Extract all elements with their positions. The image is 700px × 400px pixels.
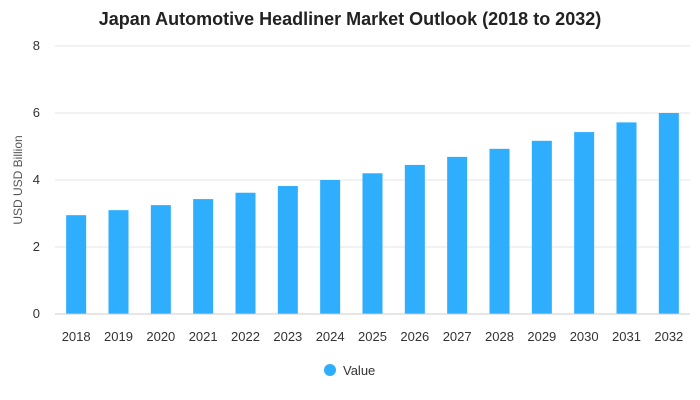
x-tick-label: 2021 <box>189 329 218 344</box>
bar-2019[interactable] <box>108 210 129 314</box>
bar-2025[interactable] <box>362 173 383 314</box>
x-tick-label: 2029 <box>527 329 556 344</box>
bar-2028[interactable] <box>489 148 510 314</box>
y-tick-label: 0 <box>33 306 40 321</box>
x-tick-label: 2032 <box>654 329 683 344</box>
x-tick-label: 2030 <box>570 329 599 344</box>
x-tick-label: 2020 <box>146 329 175 344</box>
x-tick-label: 2022 <box>231 329 260 344</box>
x-axis-ticks: 2018 2019 2020 2021 2022 2023 2024 2025 2026 2027… <box>62 329 684 344</box>
x-tick-label: 2028 <box>485 329 514 344</box>
x-tick-label: 2018 <box>62 329 91 344</box>
bar-2018[interactable] <box>66 215 87 314</box>
bar-2024[interactable] <box>320 180 341 314</box>
y-axis-ticks: 0 2 4 6 8 <box>33 38 40 321</box>
y-tick-label: 8 <box>33 38 40 53</box>
y-tick-label: 6 <box>33 105 40 120</box>
bars <box>66 113 679 314</box>
bar-2022[interactable] <box>235 192 256 314</box>
bar-2021[interactable] <box>193 199 214 314</box>
legend-label-value: Value <box>343 363 375 378</box>
legend[interactable]: Value <box>324 363 375 378</box>
x-tick-label: 2025 <box>358 329 387 344</box>
x-tick-label: 2023 <box>273 329 302 344</box>
x-tick-label: 2031 <box>612 329 641 344</box>
bar-2029[interactable] <box>531 140 552 314</box>
bar-2026[interactable] <box>404 164 425 314</box>
y-tick-label: 2 <box>33 239 40 254</box>
y-axis-label: USD USD Billion <box>11 135 25 224</box>
bar-2027[interactable] <box>447 156 468 314</box>
legend-swatch-value <box>324 364 336 376</box>
x-tick-label: 2019 <box>104 329 133 344</box>
chart-title: Japan Automotive Headliner Market Outloo… <box>99 9 601 29</box>
x-tick-label: 2024 <box>316 329 345 344</box>
bar-2032[interactable] <box>658 113 679 314</box>
bar-2023[interactable] <box>277 186 298 314</box>
bar-2020[interactable] <box>150 205 171 314</box>
x-tick-label: 2027 <box>443 329 472 344</box>
bar-2030[interactable] <box>574 132 595 314</box>
y-tick-label: 4 <box>33 172 40 187</box>
bar-2031[interactable] <box>616 122 637 314</box>
x-tick-label: 2026 <box>400 329 429 344</box>
